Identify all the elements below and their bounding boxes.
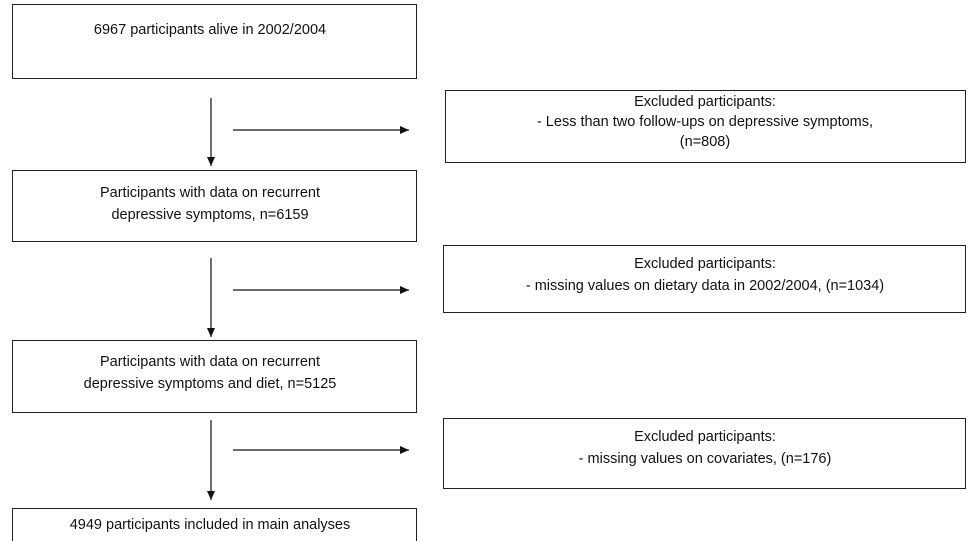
box-text: depressive symptoms, n=6159: [111, 207, 308, 223]
box-text: Excluded participants:: [634, 256, 776, 272]
box-text: 4949 participants included in main analy…: [70, 517, 351, 533]
box-text: 6967 participants alive in 2002/2004: [94, 22, 326, 38]
box-text: Participants with data on recurrent: [100, 185, 320, 201]
box-text: - Less than two follow-ups on depressive…: [537, 114, 873, 130]
box-text: - missing values on covariates, (n=176): [579, 451, 832, 467]
exclusion-box: [445, 90, 966, 163]
box-text: Excluded participants:: [634, 94, 776, 110]
box-text: depressive symptoms and diet, n=5125: [84, 376, 337, 392]
box-text: (n=808): [680, 134, 730, 150]
exclusion-box: [443, 245, 966, 313]
box: [12, 170, 417, 242]
exclusion-box: [443, 418, 966, 489]
box-text: - missing values on dietary data in 2002…: [526, 278, 884, 294]
box: [12, 4, 417, 79]
box: [12, 340, 417, 413]
box-text: Excluded participants:: [634, 429, 776, 445]
box: [12, 508, 417, 541]
box-text: Participants with data on recurrent: [100, 354, 320, 370]
